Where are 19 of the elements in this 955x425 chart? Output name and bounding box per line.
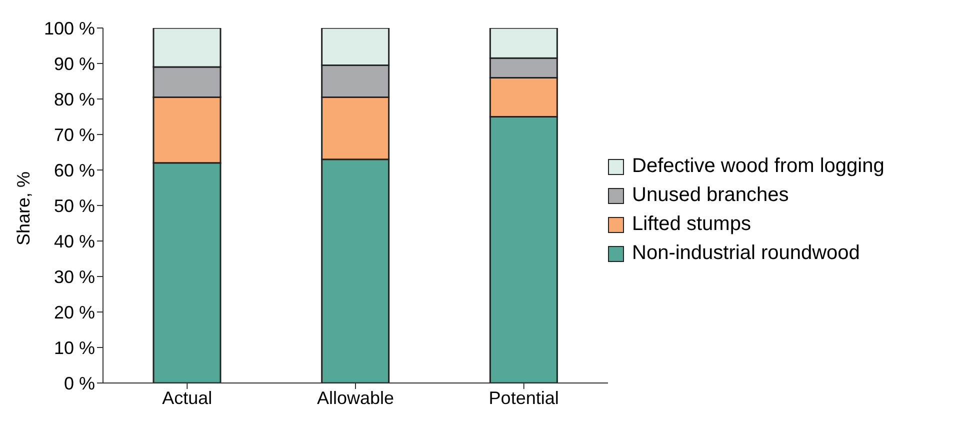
x-tick-label: Allowable [316, 388, 394, 408]
y-tick-label: 30 % [54, 266, 95, 287]
x-tick-label: Actual [162, 388, 212, 408]
y-tick-label: 60 % [54, 160, 95, 180]
y-tick-label: 50 % [54, 196, 95, 216]
y-tick-label: 90 % [54, 54, 95, 74]
legend-label: Lifted stumps [632, 213, 751, 236]
y-axis-title: Share, % [13, 171, 34, 246]
x-tick-label: Potential [488, 388, 559, 408]
y-tick-label: 10 % [54, 338, 95, 358]
y-tick-label: 20 % [54, 302, 95, 322]
y-tick-label: 80 % [54, 89, 95, 110]
y-tick-label: 40 % [54, 231, 95, 252]
y-tick-label: 0 % [64, 373, 95, 394]
legend-label: Defective wood from logging [632, 155, 884, 178]
legend-label: Unused branches [632, 184, 789, 207]
y-tick-label: 100 % [44, 18, 95, 38]
legend-label: Non-industrial roundwood [632, 242, 860, 265]
y-tick-label: 70 % [54, 124, 95, 145]
